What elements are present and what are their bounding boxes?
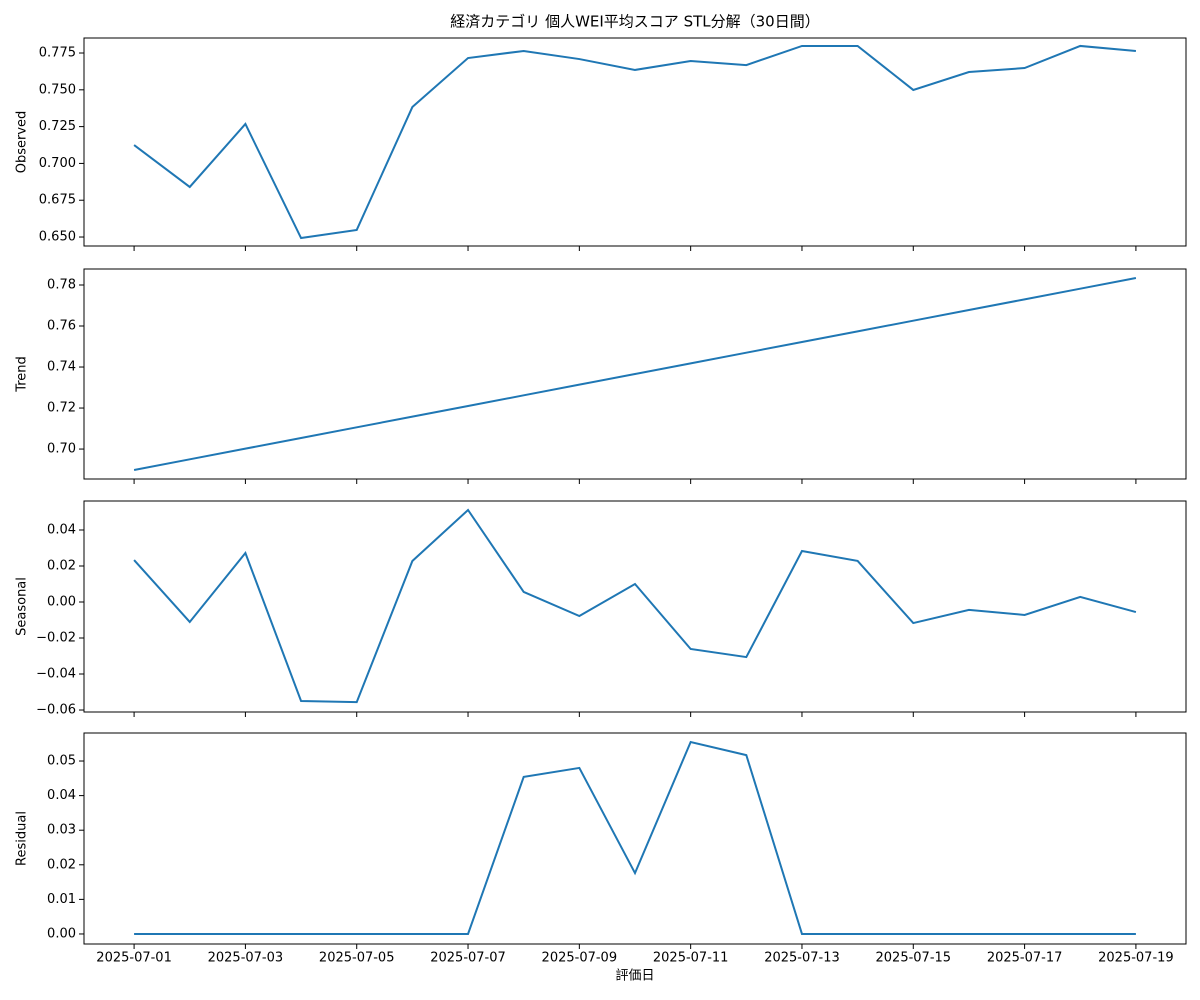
y-tick-label: −0.02 [36, 631, 76, 646]
x-tick-label: 2025-07-19 [1098, 951, 1174, 966]
y-tick-label: 0.01 [47, 892, 76, 907]
x-tick-label: 2025-07-09 [542, 951, 618, 966]
x-tick-label: 2025-07-05 [319, 951, 395, 966]
x-tick-label: 2025-07-01 [96, 951, 172, 966]
y-tick-label: 0.00 [47, 594, 76, 609]
plot-frame [83, 500, 1187, 713]
plot-frame [83, 732, 1187, 945]
data-line [133, 44, 1136, 240]
plot-frame [83, 268, 1187, 480]
x-axis-label: 評価日 [615, 969, 654, 984]
y-tick-label: 0.04 [47, 522, 76, 537]
y-tick-label: 0.76 [47, 319, 76, 334]
y-tick-label: 0.70 [47, 442, 76, 457]
y-tick-label: 0.05 [47, 754, 76, 769]
data-line [133, 277, 1137, 471]
y-tick-label: 0.74 [47, 360, 76, 375]
chart-title: 経済カテゴリ 個人WEI平均スコア STL分解（30日間） [450, 13, 819, 31]
x-tick-label: 2025-07-17 [987, 951, 1063, 966]
y-tick-label: 0.04 [47, 788, 76, 803]
y-tick-label: 0.78 [47, 277, 76, 292]
y-tick-label: 0.675 [39, 193, 76, 208]
x-tick-label: 2025-07-13 [764, 951, 840, 966]
x-tick-label: 2025-07-15 [876, 951, 952, 966]
y-axis-label: Trend [15, 356, 30, 393]
y-tick-label: 0.750 [39, 82, 76, 97]
x-tick-label: 2025-07-03 [208, 951, 284, 966]
x-tick-label: 2025-07-11 [653, 951, 729, 966]
data-line [134, 740, 1136, 935]
y-tick-label: 0.02 [47, 558, 76, 573]
y-axis-label: Seasonal [15, 577, 30, 636]
y-tick-label: 0.00 [47, 926, 76, 941]
y-tick-label: −0.04 [36, 667, 76, 682]
plot-frame [83, 37, 1187, 247]
y-tick-label: 0.650 [39, 230, 76, 245]
y-tick-label: 0.72 [47, 401, 76, 416]
y-axis-label: Residual [15, 811, 30, 866]
y-tick-label: 0.725 [39, 119, 76, 134]
y-tick-label: −0.06 [36, 703, 76, 718]
y-tick-label: 0.700 [39, 156, 76, 171]
x-tick-label: 2025-07-07 [430, 951, 506, 966]
data-line [133, 508, 1137, 704]
y-tick-label: 0.775 [39, 46, 76, 61]
y-axis-label: Observed [15, 111, 30, 174]
y-tick-label: 0.02 [47, 857, 76, 872]
y-tick-label: 0.03 [47, 823, 76, 838]
